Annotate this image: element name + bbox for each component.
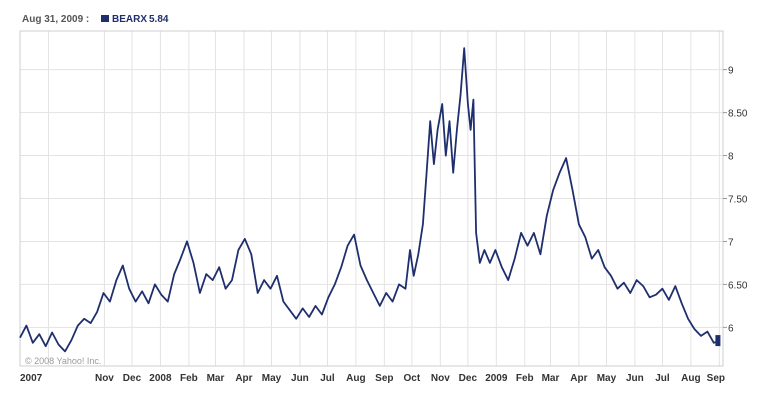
copyright-text: © 2008 Yahoo! Inc. xyxy=(25,356,101,366)
y-tick-label: 8.50 xyxy=(728,109,748,120)
x-tick-label: Dec xyxy=(459,373,478,384)
x-tick-label: Jun xyxy=(291,373,309,384)
x-tick-label: Apr xyxy=(235,373,252,384)
x-tick-label: Sep xyxy=(707,373,725,384)
x-tick-label: May xyxy=(597,373,617,384)
legend-date: Aug 31, 2009 : xyxy=(22,14,89,25)
legend-series-name: BEARX xyxy=(112,14,147,25)
x-tick-label: Nov xyxy=(431,373,450,384)
x-tick-label: Jun xyxy=(626,373,644,384)
x-tick-label: May xyxy=(262,373,282,384)
x-tick-label: Feb xyxy=(516,373,534,384)
x-tick-label: 2008 xyxy=(149,373,172,384)
x-tick-label: Feb xyxy=(180,373,198,384)
x-tick-label: Nov xyxy=(95,373,114,384)
series-line-0 xyxy=(19,47,719,353)
x-tick-label: 2009 xyxy=(485,373,508,384)
legend-series-value: 5.84 xyxy=(149,14,169,25)
y-tick-label: 7 xyxy=(728,237,734,248)
x-tick-label: Dec xyxy=(123,373,142,384)
x-tick-label: Mar xyxy=(207,373,225,384)
y-tick-label: 8 xyxy=(728,152,734,163)
y-tick-label: 7.50 xyxy=(728,195,748,206)
x-tick-label: 2007 xyxy=(20,373,43,384)
y-tick-label: 9 xyxy=(728,66,734,77)
x-axis-ticks: 2007 Nov Dec 2008 Feb Mar Apr May Jun Jul Aug Sep Oc… xyxy=(20,373,725,384)
legend: Aug 31, 2009 : BEARX 5.84 xyxy=(22,14,169,25)
series-layer xyxy=(19,47,721,353)
x-tick-label: Mar xyxy=(542,373,560,384)
legend-swatch xyxy=(101,15,109,22)
x-tick-label: Jul xyxy=(655,373,670,384)
y-axis-ticks: 6 6.50 7 7.50 8 8.50 9 xyxy=(723,66,748,334)
y-tick-label: 6 xyxy=(728,323,734,334)
x-tick-label: Apr xyxy=(570,373,587,384)
x-tick-label: Aug xyxy=(681,373,700,384)
last-value-marker xyxy=(715,335,721,347)
x-tick-label: Sep xyxy=(375,373,393,384)
y-tick-label: 6.50 xyxy=(728,280,748,291)
x-tick-label: Oct xyxy=(404,373,421,384)
x-tick-label: Jul xyxy=(320,373,335,384)
x-tick-label: Aug xyxy=(346,373,365,384)
